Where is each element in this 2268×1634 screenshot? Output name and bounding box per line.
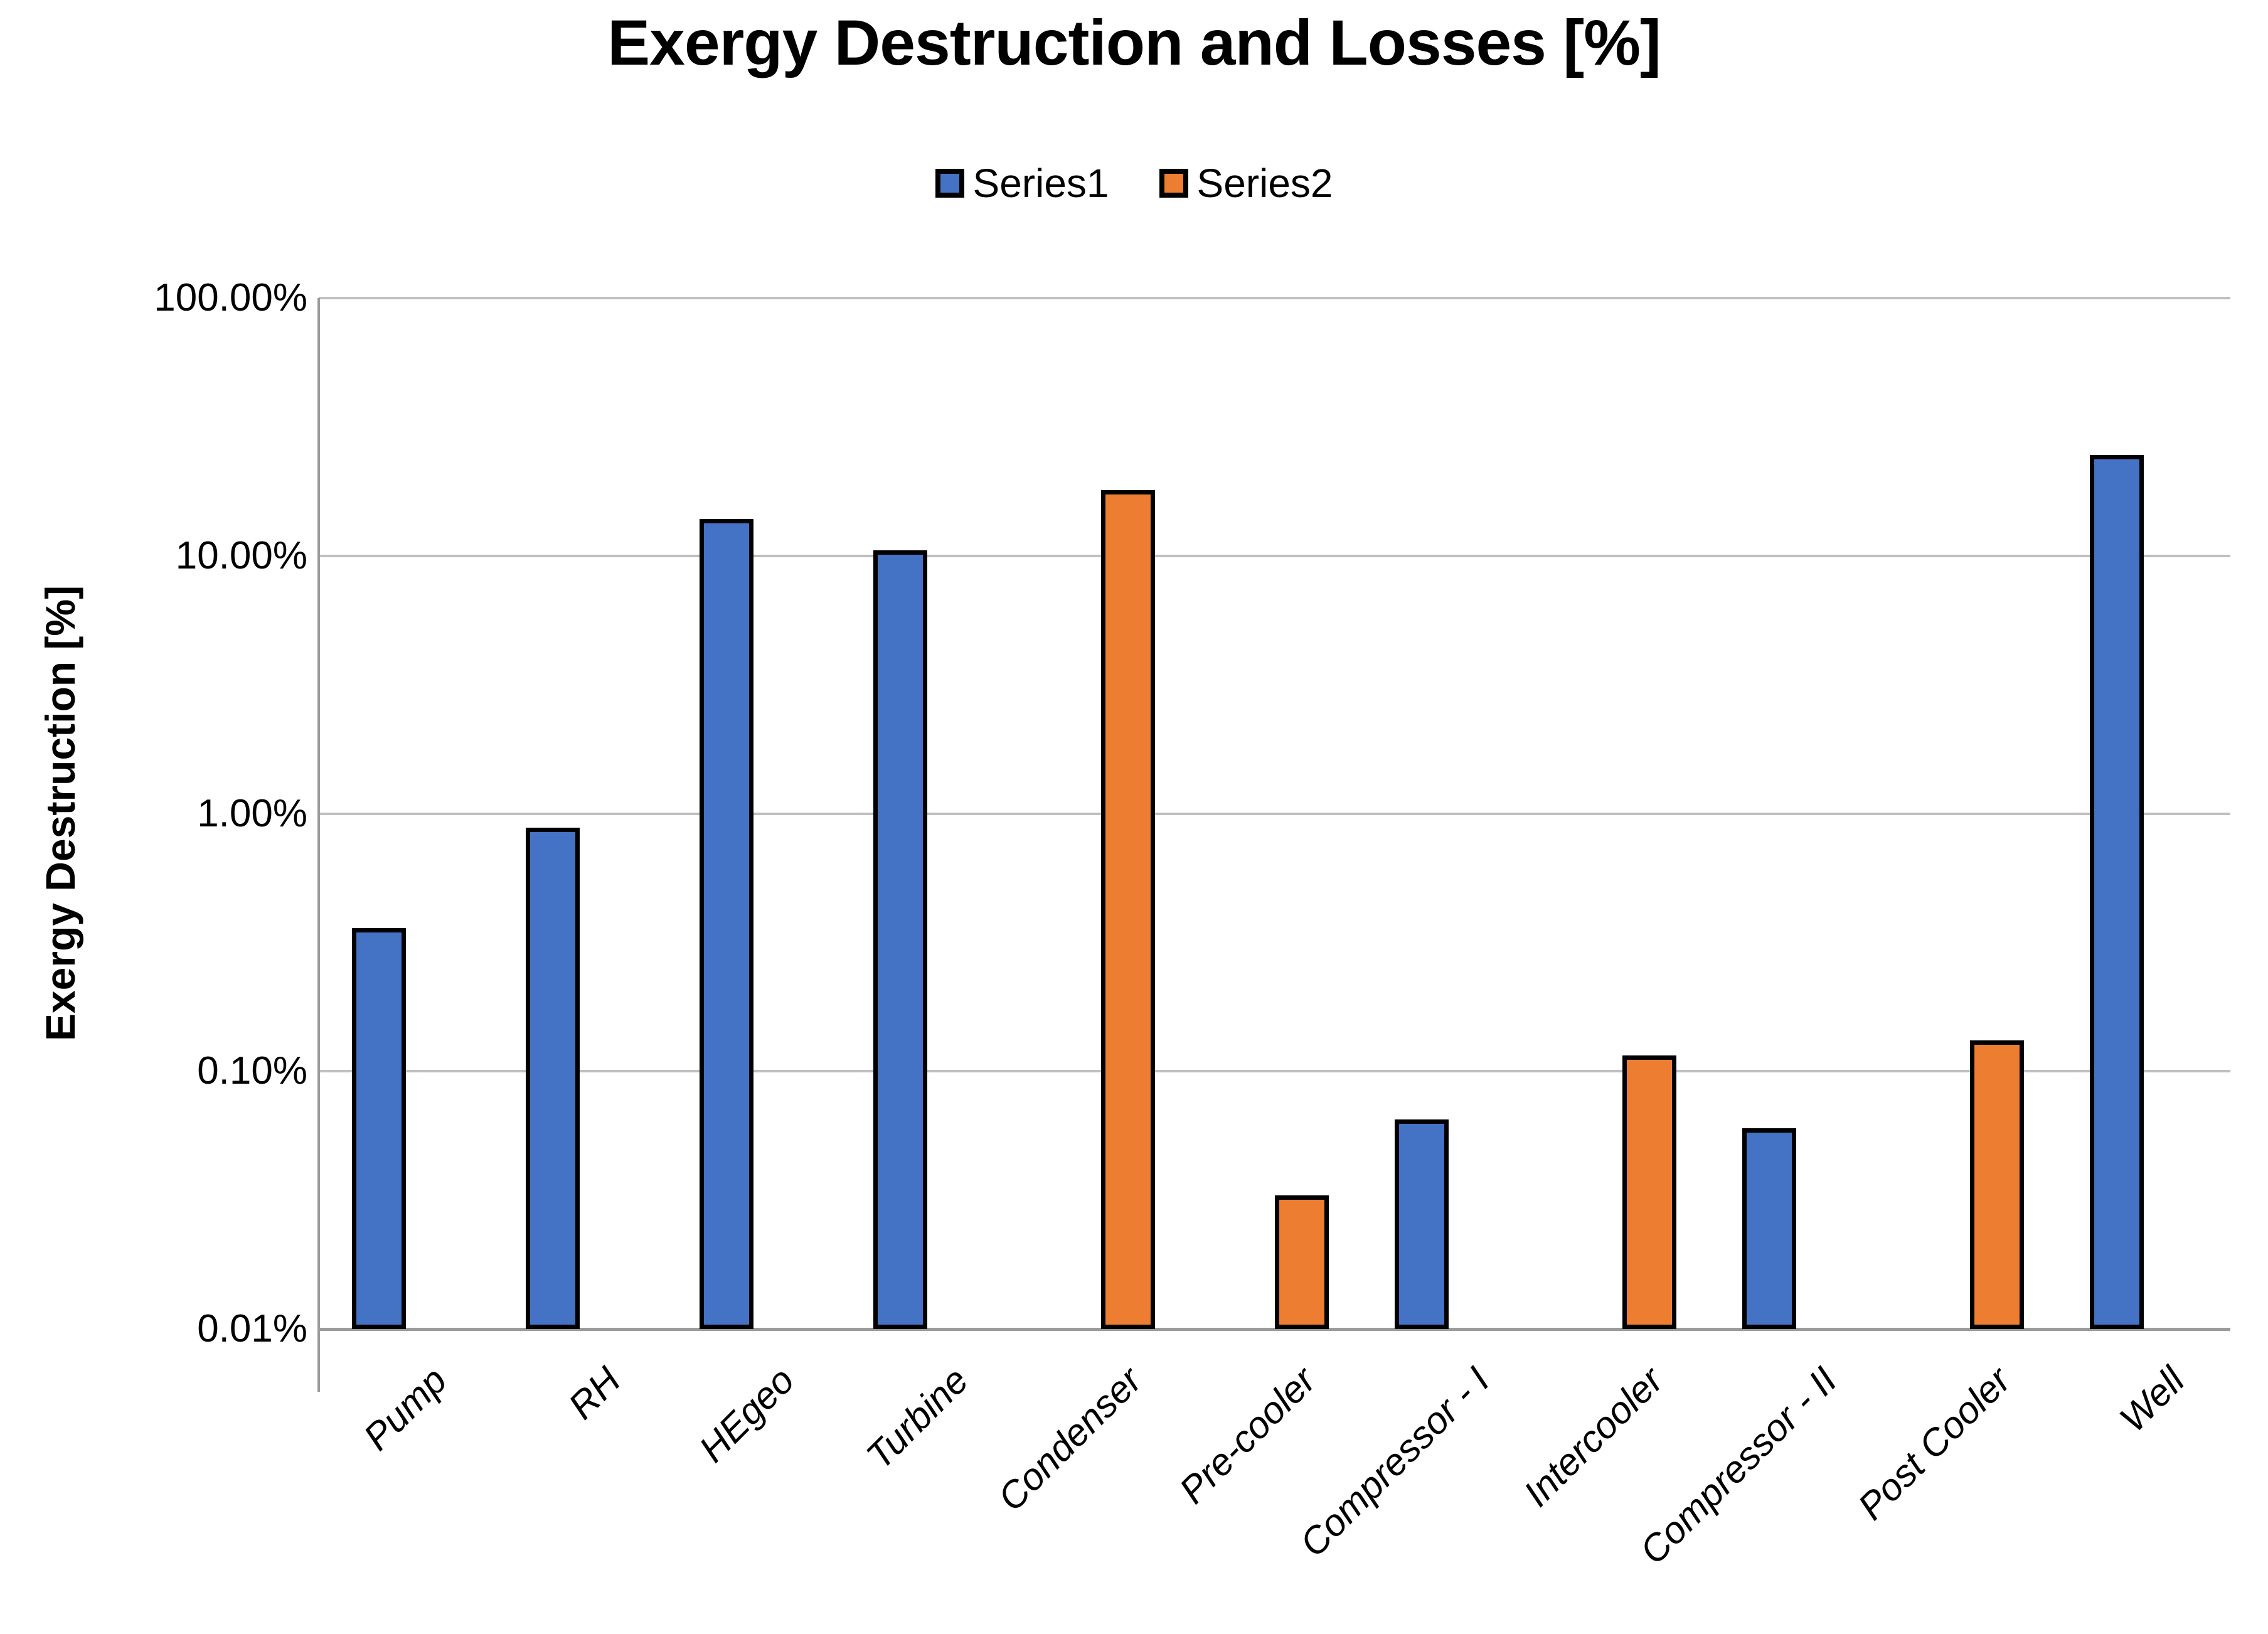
- series1-swatch-icon: [935, 169, 964, 198]
- x-category-label: Turbine: [858, 1359, 976, 1477]
- series2-label: Series2: [1196, 161, 1333, 206]
- bar-series1-well: [2089, 455, 2144, 1329]
- x-category-label: HEgeo: [691, 1359, 802, 1470]
- bar-series1-hegeo: [699, 519, 753, 1329]
- bar-series1-pump: [351, 927, 406, 1329]
- bar-series2-intercooler: [1622, 1055, 1676, 1329]
- x-axis-line: [319, 1328, 2230, 1331]
- y-axis-tick-label: 0.10%: [197, 1049, 307, 1093]
- gridline: [319, 554, 2230, 557]
- bar-series2-post-cooler: [1969, 1040, 2024, 1329]
- x-category-label: Post Cooler: [1850, 1359, 2019, 1528]
- y-axis-tick-label: 1.00%: [197, 791, 307, 835]
- x-category-label: Pre-cooler: [1171, 1359, 1324, 1512]
- legend: Series1 Series2: [0, 160, 2268, 206]
- legend-item-series2: Series2: [1159, 160, 1333, 206]
- bar-series1-turbine: [873, 550, 927, 1329]
- gridline: [319, 812, 2230, 815]
- gridline: [319, 1070, 2230, 1073]
- y-axis-line: [317, 298, 320, 1392]
- y-axis-tick-label: 100.00%: [154, 276, 307, 319]
- bar-series1-compressor-i: [1394, 1119, 1449, 1329]
- legend-item-series1: Series1: [935, 160, 1109, 206]
- series1-label: Series1: [972, 161, 1109, 206]
- y-axis-tick-label: 0.01%: [197, 1307, 307, 1350]
- x-category-label: Pump: [355, 1359, 455, 1458]
- bar-series1-rh: [525, 828, 580, 1329]
- x-category-label: Condenser: [989, 1359, 1150, 1519]
- gridline: [319, 297, 2230, 299]
- x-category-label: RH: [560, 1359, 629, 1428]
- series2-swatch-icon: [1159, 169, 1188, 198]
- bar-series2-pre-cooler: [1274, 1195, 1329, 1329]
- chart-title: Exergy Destruction and Losses [%]: [607, 7, 1661, 78]
- x-category-label: Well: [2111, 1359, 2193, 1440]
- y-axis-tick-label: 10.00%: [175, 533, 307, 577]
- x-category-label: Intercooler: [1515, 1359, 1671, 1515]
- bar-series2-condenser: [1100, 489, 1155, 1329]
- bar-series1-compressor-ii: [1742, 1128, 1796, 1329]
